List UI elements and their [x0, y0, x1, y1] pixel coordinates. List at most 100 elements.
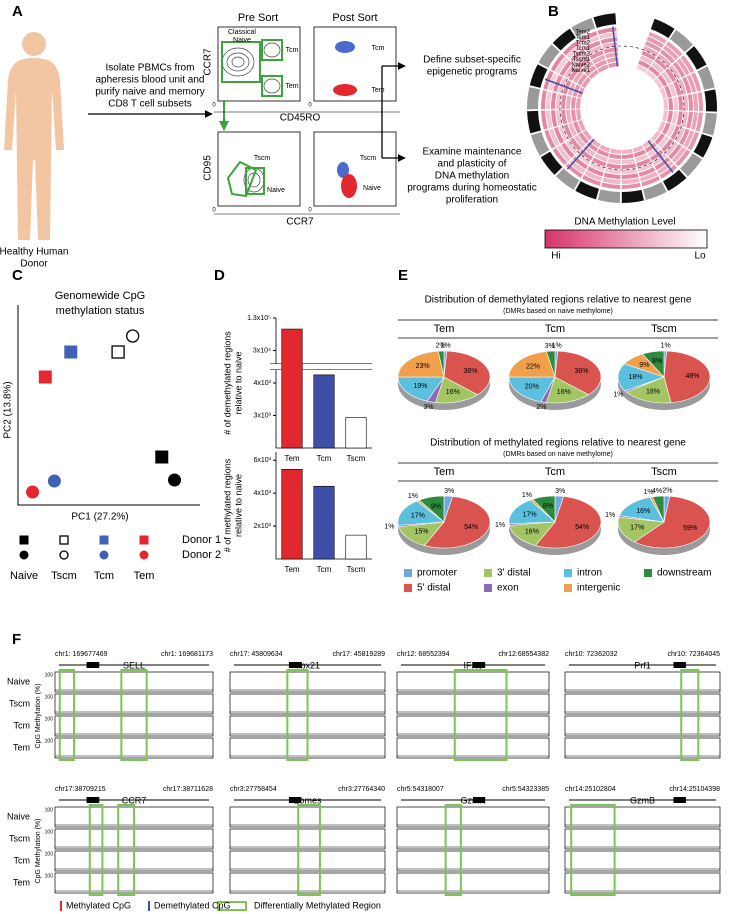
- point: [111, 345, 125, 359]
- locus-start: chr14:25102804: [565, 786, 616, 793]
- panel-label: B: [548, 3, 559, 20]
- pie-label: 1%: [522, 492, 532, 499]
- pie-name: Tem: [434, 466, 455, 478]
- methylation-ring: [677, 96, 684, 111]
- methylation-ring: [660, 49, 675, 64]
- legend-label: Donor 2: [182, 549, 221, 561]
- row-label: Tcm: [14, 720, 31, 730]
- methylation-ring: [621, 163, 637, 169]
- methylation-ring: [643, 46, 659, 57]
- methylation-ring: [559, 60, 573, 77]
- y-axis-label: # of demethylated regions: [222, 331, 232, 435]
- methylation-ring: [690, 112, 698, 131]
- y-tick-label: 2x10³: [253, 523, 271, 530]
- examine-text: Examine maintenance: [423, 147, 522, 158]
- locus-start: chr3:27758454: [230, 786, 277, 793]
- dmr-box: [58, 669, 75, 761]
- methylation-ring: [666, 110, 673, 123]
- locus-end: chr5:54323385: [502, 786, 549, 793]
- dmr-box: [117, 804, 135, 896]
- locus-end: chr10: 72364045: [667, 651, 720, 658]
- pie-name: Tcm: [545, 466, 565, 478]
- dmr-box: [570, 804, 616, 896]
- y-axis-label: PC2 (13.8%): [3, 381, 14, 438]
- track: [564, 828, 721, 850]
- methylation-ring: [638, 60, 651, 69]
- y-tick-label: 4x10³: [253, 490, 271, 497]
- gate: [261, 75, 283, 97]
- methylation-ring: [662, 110, 668, 122]
- methylation-ring: [553, 127, 565, 144]
- pie-label: 16%: [525, 528, 539, 535]
- methylation-ring: [546, 91, 552, 110]
- methylation-ring: [651, 61, 664, 74]
- legend-swatch: [564, 584, 572, 592]
- legend-label: Tcm: [94, 570, 114, 582]
- methylation-ring: [697, 92, 703, 112]
- track-label: Naive2: [571, 63, 590, 69]
- track-label: Tscm2: [573, 52, 591, 58]
- methylation-ring: [541, 90, 547, 110]
- dmr-box: [120, 669, 148, 761]
- methylation-ring: [665, 41, 683, 57]
- legend-label: Naive: [10, 570, 38, 582]
- pie-slice: [508, 521, 556, 546]
- x-axis-label: PC1 (27.2%): [71, 512, 128, 523]
- methylation-ring: [582, 129, 593, 141]
- track: [564, 693, 721, 715]
- gate-label: Naive: [363, 185, 381, 192]
- dmr-box: [88, 804, 104, 896]
- pie-slice: [545, 376, 590, 404]
- locus-end: chr17: 45819289: [332, 651, 385, 658]
- row-label: Naive: [7, 811, 30, 821]
- track: [229, 828, 386, 850]
- pie-label: 3%: [555, 488, 565, 495]
- pie-label: 4%: [652, 488, 662, 495]
- pie-label: 8%: [652, 358, 662, 365]
- x-tick-label: Tcm: [317, 565, 332, 574]
- gene-exon: [673, 662, 686, 668]
- methylation-ring: [573, 121, 582, 134]
- methylation-ring: [659, 164, 677, 179]
- isolate-text: apheresis blood unit and: [96, 75, 205, 86]
- bar: [313, 374, 335, 449]
- legend-marker: [19, 535, 29, 545]
- chromosome: [530, 131, 550, 156]
- methylation-ring: [671, 111, 678, 125]
- track-tick: 100: [45, 738, 54, 744]
- track: [54, 737, 214, 759]
- point: [64, 345, 78, 359]
- bar: [345, 534, 367, 560]
- pie-slice: [634, 495, 711, 549]
- row-label: Tscm: [9, 698, 30, 708]
- methylation-ring: [606, 163, 621, 169]
- methylation-ring: [670, 125, 681, 140]
- axis-zero: 0: [212, 103, 216, 109]
- point: [26, 485, 40, 499]
- gate-label: Tem: [285, 83, 298, 90]
- dmr-box: [453, 669, 508, 761]
- isolate-text: purify naive and memory: [95, 87, 205, 98]
- methylation-ring: [621, 158, 635, 165]
- methylation-ring: [637, 162, 654, 172]
- chart-title: methylation status: [56, 305, 145, 317]
- pie-label: 1%: [605, 512, 615, 519]
- legend-label: Differentially Methylated Region: [254, 900, 381, 910]
- pie-label: 1%: [408, 493, 418, 500]
- pie-label: 54%: [575, 524, 589, 531]
- legend-marker: [59, 535, 69, 545]
- methylation-ring: [581, 35, 599, 48]
- legend-marker: [139, 535, 149, 545]
- methylation-ring: [672, 97, 679, 111]
- methylation-ring: [551, 92, 557, 109]
- legend-label: Tscm: [51, 570, 77, 582]
- methylation-ring: [566, 44, 583, 59]
- methylation-ring: [686, 111, 693, 129]
- locus-start: chr12: 68552394: [397, 651, 450, 658]
- methylation-ring: [657, 53, 672, 67]
- methylation-ring: [681, 111, 688, 128]
- gate-label: Naive: [233, 37, 251, 44]
- y-tick-label: 3x10³: [253, 412, 271, 419]
- chromosome: [597, 189, 621, 203]
- methylation-ring: [576, 97, 582, 109]
